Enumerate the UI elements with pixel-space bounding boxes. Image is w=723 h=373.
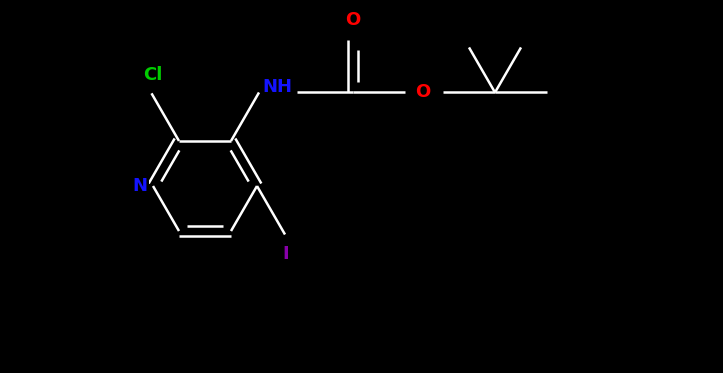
Text: O: O (346, 12, 361, 29)
Text: O: O (416, 84, 431, 101)
Text: Cl: Cl (143, 66, 162, 84)
Text: I: I (283, 245, 289, 263)
Text: NH: NH (262, 78, 292, 97)
Text: N: N (132, 177, 147, 195)
